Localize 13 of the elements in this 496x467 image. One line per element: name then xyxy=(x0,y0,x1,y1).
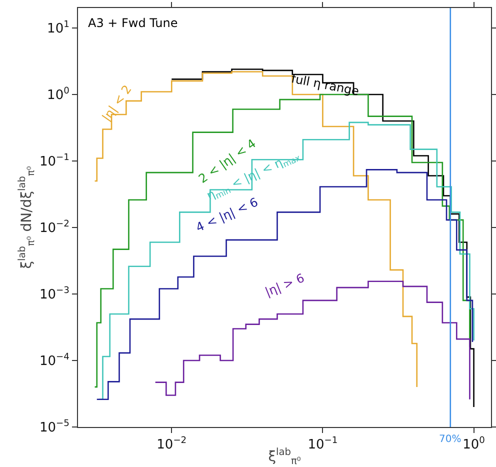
x-tick-label: 10$^{−1}$ xyxy=(308,436,338,453)
x-tick-label: 10$^{−2}$ xyxy=(156,436,187,453)
y-tick-label: 10$^{1}$ xyxy=(47,20,70,37)
y-tick-label: 10$^{−1}$ xyxy=(39,153,70,170)
y-tick-label: 10$^{−5}$ xyxy=(39,419,70,436)
y-tick-label: 10$^{−3}$ xyxy=(39,286,70,303)
text: |η| > 6 xyxy=(263,270,306,300)
y-tick-label: 10$^{0}$ xyxy=(47,86,70,104)
text: A3 + Fwd Tune xyxy=(88,16,178,30)
ref-line-label: 70% xyxy=(439,434,462,445)
x-tick-label: 10$^{0}$ xyxy=(462,436,486,453)
y-tick-label: 10$^{−4}$ xyxy=(39,352,70,370)
y-tick-label: 10$^{−2}$ xyxy=(39,220,70,236)
